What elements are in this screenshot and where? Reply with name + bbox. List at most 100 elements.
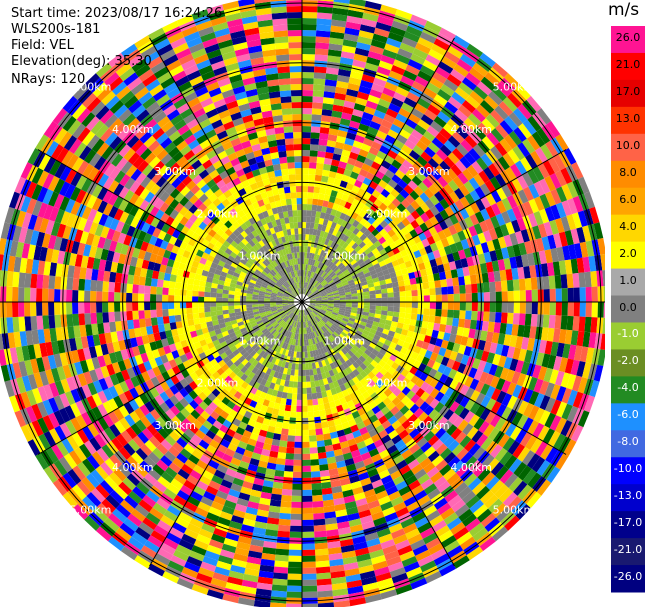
range-gate xyxy=(204,297,210,302)
range-gate xyxy=(495,281,502,292)
range-gate xyxy=(157,279,164,287)
range-gate xyxy=(410,319,417,326)
range-gate xyxy=(302,544,315,550)
range-gate xyxy=(302,150,310,156)
range-gate xyxy=(102,281,109,292)
range-gate xyxy=(309,429,316,436)
range-gate xyxy=(42,275,49,289)
range-gate xyxy=(42,288,48,302)
range-gate xyxy=(144,294,150,302)
range-gate xyxy=(555,275,562,289)
range-gate xyxy=(274,427,282,434)
range-gate xyxy=(302,84,313,90)
range-gate xyxy=(240,296,246,300)
range-gate xyxy=(306,382,311,388)
range-gate xyxy=(292,484,302,490)
range-gate xyxy=(319,464,328,471)
range-gate xyxy=(309,441,317,448)
range-gate xyxy=(514,302,520,313)
range-gate xyxy=(316,30,331,37)
range-gate xyxy=(446,278,453,287)
range-gate xyxy=(405,285,412,291)
range-gate xyxy=(275,555,289,562)
range-gate xyxy=(320,470,330,477)
range-gate xyxy=(312,108,322,115)
range-gate xyxy=(168,288,175,295)
range-gate xyxy=(388,307,394,312)
range-gate xyxy=(464,275,471,284)
range-gate xyxy=(285,405,291,412)
range-gate xyxy=(36,274,43,288)
range-gate xyxy=(18,317,25,332)
range-gate xyxy=(168,302,174,309)
range-gate xyxy=(234,298,240,302)
range-gate xyxy=(319,139,328,146)
range-gate xyxy=(289,544,302,550)
range-gate xyxy=(580,287,586,302)
range-gate xyxy=(310,447,318,454)
range-gate xyxy=(465,311,472,320)
range-gate xyxy=(302,198,307,204)
range-gate xyxy=(174,302,180,309)
range-gate xyxy=(309,435,317,442)
range-gate xyxy=(460,302,466,311)
range-gate xyxy=(290,411,296,417)
range-gate xyxy=(287,435,295,442)
range-gate xyxy=(307,192,313,198)
range-gate xyxy=(312,393,318,400)
range-gate xyxy=(102,312,109,323)
range-gate xyxy=(162,295,168,302)
range-gate xyxy=(18,272,25,287)
range-gate xyxy=(289,423,296,429)
range-gate xyxy=(435,309,442,317)
range-gate xyxy=(364,302,370,306)
range-gate xyxy=(115,321,122,331)
range-gate xyxy=(302,490,312,496)
range-gate xyxy=(302,222,306,228)
range-gate xyxy=(472,302,478,311)
range-gate xyxy=(298,376,302,382)
range-gate xyxy=(531,277,538,290)
range-gate xyxy=(573,273,580,288)
range-gate xyxy=(313,519,325,526)
range-gate xyxy=(411,308,417,314)
range-gate xyxy=(54,276,61,289)
range-gate xyxy=(302,144,310,150)
range-gate xyxy=(586,287,592,302)
range-gate xyxy=(151,317,158,326)
range-gate xyxy=(186,308,192,314)
range-gate xyxy=(18,302,24,317)
range-gate xyxy=(489,312,496,322)
range-gate xyxy=(145,318,152,327)
range-gate xyxy=(466,293,472,302)
range-gate xyxy=(302,580,317,586)
range-gate xyxy=(54,302,60,315)
range-gate xyxy=(126,284,133,293)
range-gate xyxy=(132,302,138,311)
range-gate xyxy=(293,472,302,478)
range-gate xyxy=(295,430,302,436)
range-gate xyxy=(306,216,311,222)
range-gate xyxy=(294,442,302,448)
range-gate xyxy=(319,133,328,140)
range-gate xyxy=(412,296,418,302)
range-gate xyxy=(470,274,477,284)
range-gate xyxy=(399,286,406,292)
range-gate xyxy=(436,295,442,302)
range-gate xyxy=(315,428,323,435)
range-gate xyxy=(144,302,150,310)
range-gate xyxy=(280,434,288,441)
range-gate xyxy=(430,302,436,309)
range-gate xyxy=(525,314,532,326)
range-gate xyxy=(78,302,84,314)
range-gate xyxy=(42,302,48,316)
range-gate xyxy=(72,302,78,314)
range-gate xyxy=(204,292,210,297)
range-gate xyxy=(471,284,478,293)
range-gate xyxy=(198,307,204,313)
range-gate xyxy=(205,287,212,293)
range-gate xyxy=(24,316,31,331)
range-gate xyxy=(72,278,79,290)
range-gate xyxy=(490,292,496,302)
range-gate xyxy=(307,210,312,216)
